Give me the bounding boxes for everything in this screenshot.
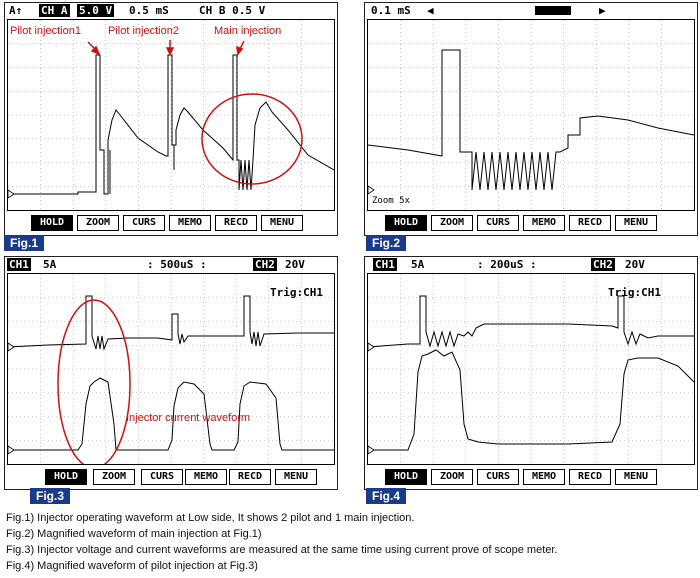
scope-header: CH1 5A : 500uS : CH2 20V xyxy=(5,257,337,273)
softkey-bar: HOLD ZOOM CURS MEMO RECD MENU xyxy=(5,213,337,233)
hold-button[interactable]: HOLD xyxy=(385,469,427,485)
timebase-readout: : 200uS : xyxy=(477,258,537,271)
waveform-plot xyxy=(8,274,334,464)
channel-1-scale: 5A xyxy=(411,258,425,271)
menu-button[interactable]: MENU xyxy=(261,215,303,231)
figure-label-fig1: Fig.1 xyxy=(4,235,45,251)
channel-b-readout: CH B 0.5 V xyxy=(199,4,266,17)
waveform-plot xyxy=(368,20,694,210)
channel-1-scale: 5A xyxy=(43,258,57,271)
figure-label-fig2: Fig.2 xyxy=(366,235,407,251)
record-button[interactable]: RECD xyxy=(215,215,257,231)
memo-button[interactable]: MEMO xyxy=(523,469,565,485)
cursor-button[interactable]: CURS xyxy=(123,215,165,231)
waveform-display: Zoom 5x xyxy=(367,19,695,211)
cursor-button[interactable]: CURS xyxy=(141,469,183,485)
hold-button[interactable]: HOLD xyxy=(45,469,87,485)
channel-2-label: CH2 xyxy=(591,258,615,271)
scope-header: CH1 5A : 200uS : CH2 20V xyxy=(365,257,697,273)
caption-fig2: Fig.2) Magnified waveform of main inject… xyxy=(6,528,262,540)
record-button[interactable]: RECD xyxy=(569,469,611,485)
channel-2-scale: 20V xyxy=(285,258,305,271)
softkey-bar: HOLD ZOOM CURS MEMO RECD MENU xyxy=(365,213,697,233)
zoom-button[interactable]: ZOOM xyxy=(77,215,119,231)
trigger-readout: Trig:CH1 xyxy=(608,286,661,299)
timebase-readout: 0.5 mS xyxy=(129,4,169,17)
timebase-readout: 0.1 mS xyxy=(371,4,411,17)
channel-2-label: CH2 xyxy=(253,258,277,271)
zoom-button[interactable]: ZOOM xyxy=(431,215,473,231)
cursor-button[interactable]: CURS xyxy=(477,469,519,485)
zoom-button[interactable]: ZOOM xyxy=(93,469,135,485)
channel-1-label: CH1 xyxy=(7,258,31,271)
menu-button[interactable]: MENU xyxy=(615,469,657,485)
channel-2-scale: 20V xyxy=(625,258,645,271)
memo-button[interactable]: MEMO xyxy=(523,215,565,231)
cursor-button[interactable]: CURS xyxy=(477,215,519,231)
softkey-bar: HOLD ZOOM CURS MEMO RECD MENU xyxy=(5,467,337,487)
figure-label-fig4: Fig.4 xyxy=(366,488,407,504)
caption-fig1: Fig.1) Injector operating waveform at Lo… xyxy=(6,512,415,524)
zoom-window-indicator xyxy=(535,6,571,15)
waveform-plot xyxy=(368,274,694,464)
annotation-injector-current: Injector current waveform xyxy=(126,412,251,424)
memo-button[interactable]: MEMO xyxy=(169,215,211,231)
channel-a-scale: 5.0 V xyxy=(77,4,115,17)
zoom-factor-readout: Zoom 5x xyxy=(372,196,410,206)
zoom-button[interactable]: ZOOM xyxy=(431,469,473,485)
waveform-display: Pilot injection1 Pilot injection2 Main i… xyxy=(7,19,335,211)
trigger-readout: Trig:CH1 xyxy=(270,286,323,299)
softkey-bar: HOLD ZOOM CURS MEMO RECD MENU xyxy=(365,467,697,487)
timebase-readout: : 500uS : xyxy=(147,258,207,271)
hold-button[interactable]: HOLD xyxy=(31,215,73,231)
scope-panel-fig3: CH1 5A : 500uS : CH2 20V Trig:CH1 Inject… xyxy=(4,256,338,490)
hold-button[interactable]: HOLD xyxy=(385,215,427,231)
waveform-display: Trig:CH1 xyxy=(367,273,695,465)
channel-a-label: CH A xyxy=(39,4,70,17)
caption-fig3: Fig.3) Injector voltage and current wave… xyxy=(6,544,558,556)
annotation-pilot-injection2: Pilot injection2 xyxy=(108,25,179,37)
scope-panel-fig2: 0.1 mS ◀ ▶ Zoom 5x HOLD ZOOM CURS MEMO R… xyxy=(364,2,698,236)
annotation-pilot-injection1: Pilot injection1 xyxy=(10,25,81,37)
scope-panel-fig1: A↑ CH A 5.0 V 0.5 mS CH B 0.5 V Pilot in… xyxy=(4,2,338,236)
record-button[interactable]: RECD xyxy=(569,215,611,231)
scope-header: A↑ CH A 5.0 V 0.5 mS CH B 0.5 V xyxy=(5,3,337,19)
caption-fig4: Fig.4) Magnified waveform of pilot injec… xyxy=(6,560,258,572)
menu-button[interactable]: MENU xyxy=(275,469,317,485)
menu-button[interactable]: MENU xyxy=(615,215,657,231)
trigger-indicator: A↑ xyxy=(9,4,23,17)
figure-label-fig3: Fig.3 xyxy=(30,488,71,504)
waveform-plot xyxy=(8,20,334,210)
record-button[interactable]: RECD xyxy=(229,469,271,485)
memo-button[interactable]: MEMO xyxy=(185,469,227,485)
scroll-left-icon[interactable]: ◀ xyxy=(427,4,434,17)
annotation-main-injection: Main injection xyxy=(214,25,282,37)
channel-1-label: CH1 xyxy=(373,258,397,271)
scroll-right-icon[interactable]: ▶ xyxy=(599,4,606,17)
waveform-display: Trig:CH1 Injector current waveform xyxy=(7,273,335,465)
scope-header: 0.1 mS ◀ ▶ xyxy=(365,3,697,19)
scope-panel-fig4: CH1 5A : 200uS : CH2 20V Trig:CH1 HOLD Z… xyxy=(364,256,698,490)
